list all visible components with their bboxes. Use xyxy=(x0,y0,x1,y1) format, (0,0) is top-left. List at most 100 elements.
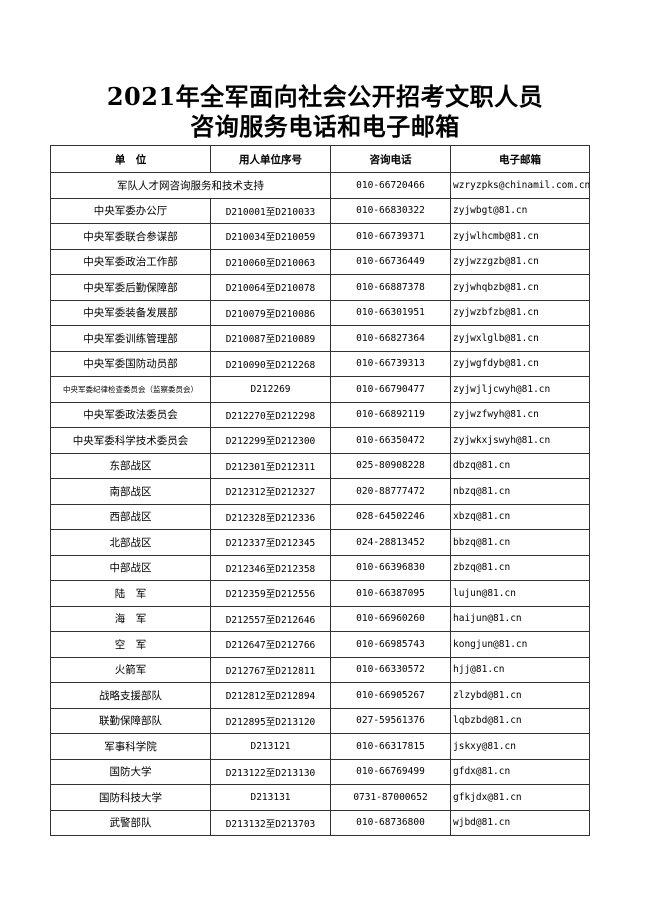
email-cell: xbzq@81.cn xyxy=(450,503,590,530)
code-cell: D210001至D210033 xyxy=(210,197,331,224)
table-row: 中央军委办公厅 D210001至D210033 010-66830322 zyjwbg… xyxy=(50,197,590,224)
code-cell: D212895至D213120 xyxy=(210,707,331,734)
table-row: 中央军委科学技术委员会 D212299至D212300 010-66350472 zy… xyxy=(50,427,590,454)
email-cell: zyjwlhcmb@81.cn xyxy=(450,223,590,250)
unit-cell: 北部战区 xyxy=(50,529,211,556)
code-cell: D212337至D212345 xyxy=(210,529,331,556)
phone-cell: 010-66960260 xyxy=(330,605,451,632)
phone-cell: 010-68736800 xyxy=(330,809,451,836)
email-cell: nbzq@81.cn xyxy=(450,478,590,505)
unit-cell: 国防科技大学 xyxy=(50,784,211,811)
page-subtitle: 咨询服务电话和电子邮箱 xyxy=(190,112,460,141)
table-row: 国防大学 D213122至D213130 010-66769499 gfdx@81.c… xyxy=(50,758,590,785)
phone-cell: 010-66739313 xyxy=(330,350,451,377)
page-title: 2021年全军面向社会公开招考文职人员 xyxy=(106,82,544,111)
email-cell: zbzq@81.cn xyxy=(450,554,590,581)
table-row: 中央军委国防动员部 D210090至D212268 010-66739313 zyjw… xyxy=(50,350,590,377)
code-cell: D212269 xyxy=(210,376,331,403)
table-row: 东部战区 D212301至D212311 025-80908228 dbzq@81.c… xyxy=(50,452,590,479)
email-cell: zyjwzfwyh@81.cn xyxy=(450,401,590,428)
table-row: 西部战区 D212328至D212336 028-64502246 xbzq@81.c… xyxy=(50,503,590,530)
code-cell: D210090至D212268 xyxy=(210,350,331,377)
code-cell: D212270至D212298 xyxy=(210,401,331,428)
table-header-row: 单 位 用人单位序号 咨询电话 电子邮箱 xyxy=(50,145,590,173)
phone-cell: 010-66350472 xyxy=(330,427,451,454)
code-cell: D212328至D212336 xyxy=(210,503,331,530)
email-cell: zyjwjljcwyh@81.cn xyxy=(450,376,590,403)
header-phone: 咨询电话 xyxy=(330,145,451,173)
phone-cell: 010-66830322 xyxy=(330,197,451,224)
unit-cell: 中央军委政法委员会 xyxy=(50,401,211,428)
unit-cell: 中央军委纪律检查委员会（监察委员会） xyxy=(50,376,211,403)
email-cell: jskxy@81.cn xyxy=(450,733,590,760)
unit-cell: 中央军委国防动员部 xyxy=(50,350,211,377)
header-email: 电子邮箱 xyxy=(450,145,590,173)
unit-cell: 中央军委科学技术委员会 xyxy=(50,427,211,454)
email-cell: haijun@81.cn xyxy=(450,605,590,632)
code-cell: D212647至D212766 xyxy=(210,631,331,658)
unit-cell: 中央军委装备发展部 xyxy=(50,299,211,326)
phone-cell: 027-59561376 xyxy=(330,707,451,734)
table-row: 中央军委装备发展部 D210079至D210086 010-66301951 zyjw… xyxy=(50,299,590,326)
table-row: 中央军委训练管理部 D210087至D210089 010-66827364 zyjw… xyxy=(50,325,590,352)
unit-cell: 中央军委联合参谋部 xyxy=(50,223,211,250)
code-cell: D212346至D212358 xyxy=(210,554,331,581)
unit-cell: 火箭军 xyxy=(50,656,211,683)
unit-cell: 西部战区 xyxy=(50,503,211,530)
unit-cell: 中央军委训练管理部 xyxy=(50,325,211,352)
unit-cell: 空 军 xyxy=(50,631,211,658)
table-row: 军事科学院 D213121 010-66317815 jskxy@81.cn xyxy=(50,733,590,760)
code-cell: D212301至D212311 xyxy=(210,452,331,479)
phone-cell: 010-66790477 xyxy=(330,376,451,403)
unit-cell: 武警部队 xyxy=(50,809,211,836)
unit-cell: 联勤保障部队 xyxy=(50,707,211,734)
contact-table: 单 位 用人单位序号 咨询电话 电子邮箱 军队人才网咨询服务和技术支持 010-… xyxy=(50,145,590,836)
table-row: 国防科技大学 D213131 0731-87000652 gfkjdx@81.cn xyxy=(50,784,590,811)
code-cell: D210064至D210078 xyxy=(210,274,331,301)
email-cell: zlzybd@81.cn xyxy=(450,682,590,709)
unit-cell: 中央军委后勤保障部 xyxy=(50,274,211,301)
email-cell: gfkjdx@81.cn xyxy=(450,784,590,811)
phone-cell: 010-66330572 xyxy=(330,656,451,683)
table-row: 南部战区 D212312至D212327 020-88777472 nbzq@81.c… xyxy=(50,478,590,505)
table-row: 中央军委联合参谋部 D210034至D210059 010-66739371 zyjw… xyxy=(50,223,590,250)
email-cell: bbzq@81.cn xyxy=(450,529,590,556)
unit-cell: 战略支援部队 xyxy=(50,682,211,709)
phone-cell: 010-66736449 xyxy=(330,248,451,275)
code-cell: D213132至D213703 xyxy=(210,809,331,836)
phone-cell: 010-66317815 xyxy=(330,733,451,760)
support-phone: 010-66720466 xyxy=(330,172,451,199)
phone-cell: 010-66827364 xyxy=(330,325,451,352)
table-row: 空 军 D212647至D212766 010-66985743 kongjun@81… xyxy=(50,631,590,658)
email-cell: zyjwbgt@81.cn xyxy=(450,197,590,224)
code-cell: D212812至D212894 xyxy=(210,682,331,709)
email-cell: lujun@81.cn xyxy=(450,580,590,607)
phone-cell: 010-66396830 xyxy=(330,554,451,581)
unit-cell: 海 军 xyxy=(50,605,211,632)
phone-cell: 010-66887378 xyxy=(330,274,451,301)
phone-cell: 010-66769499 xyxy=(330,758,451,785)
table-row: 陆 军 D212359至D212556 010-66387095 lujun@81.c… xyxy=(50,580,590,607)
code-cell: D213121 xyxy=(210,733,331,760)
code-cell: D210060至D210063 xyxy=(210,248,331,275)
table-row: 中央军委后勤保障部 D210064至D210078 010-66887378 zyjw… xyxy=(50,274,590,301)
unit-cell: 国防大学 xyxy=(50,758,211,785)
code-cell: D212312至D212327 xyxy=(210,478,331,505)
table-row: 武警部队 D213132至D213703 010-68736800 wjbd@81.c… xyxy=(50,809,590,836)
email-cell: kongjun@81.cn xyxy=(450,631,590,658)
phone-cell: 020-88777472 xyxy=(330,478,451,505)
email-cell: wjbd@81.cn xyxy=(450,809,590,836)
unit-cell: 中央军委政治工作部 xyxy=(50,248,211,275)
phone-cell: 010-66985743 xyxy=(330,631,451,658)
unit-cell: 南部战区 xyxy=(50,478,211,505)
code-cell: D213122至D213130 xyxy=(210,758,331,785)
email-cell: zyjwgfdyb@81.cn xyxy=(450,350,590,377)
unit-cell: 东部战区 xyxy=(50,452,211,479)
code-cell: D210087至D210089 xyxy=(210,325,331,352)
code-cell: D212557至D212646 xyxy=(210,605,331,632)
email-cell: dbzq@81.cn xyxy=(450,452,590,479)
code-cell: D212359至D212556 xyxy=(210,580,331,607)
support-email: wzryzpks@chinamil.com.cn xyxy=(450,172,590,199)
table-row: 中央军委纪律检查委员会（监察委员会） D212269 010-66790477 zyj… xyxy=(50,376,590,403)
unit-cell: 陆 军 xyxy=(50,580,211,607)
